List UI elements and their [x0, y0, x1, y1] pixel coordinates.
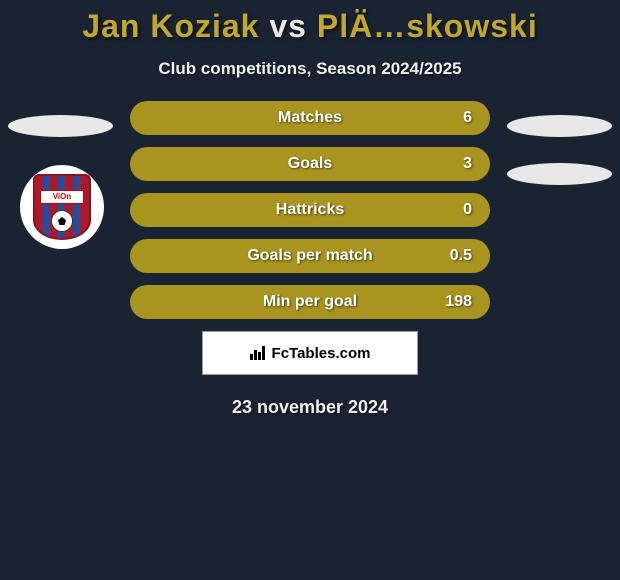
stat-label: Min per goal — [263, 293, 357, 311]
page-title: Jan Koziak vs PlÄ…skowski — [0, 0, 620, 45]
stat-label: Goals per match — [247, 247, 372, 265]
player1-photo-placeholder — [8, 115, 113, 137]
stat-value: 0.5 — [450, 247, 472, 265]
player1-club-logo: ViOn — [20, 165, 104, 249]
bar-chart-icon — [250, 346, 268, 360]
player2-name: PlÄ…skowski — [317, 8, 538, 44]
stat-bar-goals: Goals 3 — [130, 147, 490, 181]
stat-value: 6 — [463, 109, 472, 127]
date: 23 november 2024 — [0, 397, 620, 418]
stat-value: 3 — [463, 155, 472, 173]
player2-photo-placeholder — [507, 115, 612, 137]
stat-bar-hattricks: Hattricks 0 — [130, 193, 490, 227]
subtitle: Club competitions, Season 2024/2025 — [0, 59, 620, 79]
stat-value: 198 — [445, 293, 472, 311]
soccer-ball-icon — [51, 210, 73, 232]
stat-label: Matches — [278, 109, 342, 127]
stat-label: Goals — [288, 155, 332, 173]
stat-bar-goals-per-match: Goals per match 0.5 — [130, 239, 490, 273]
page-root: Jan Koziak vs PlÄ…skowski Club competiti… — [0, 0, 620, 580]
stat-bar-matches: Matches 6 — [130, 101, 490, 135]
stat-bar-min-per-goal: Min per goal 198 — [130, 285, 490, 319]
stats-area: ViOn Matches 6 Goals 3 Hattricks 0 Goals… — [0, 101, 620, 418]
vs-text: vs — [269, 8, 307, 44]
club-banner: ViOn — [40, 190, 84, 204]
brand-link[interactable]: FcTables.com — [202, 331, 418, 375]
stat-value: 0 — [463, 201, 472, 219]
player1-name: Jan Koziak — [82, 8, 259, 44]
player2-club-placeholder — [507, 163, 612, 185]
stat-label: Hattricks — [276, 201, 344, 219]
club-shield-icon: ViOn — [33, 174, 91, 240]
brand-text: FcTables.com — [272, 345, 371, 362]
stat-rows: Matches 6 Goals 3 Hattricks 0 Goals per … — [130, 101, 490, 319]
